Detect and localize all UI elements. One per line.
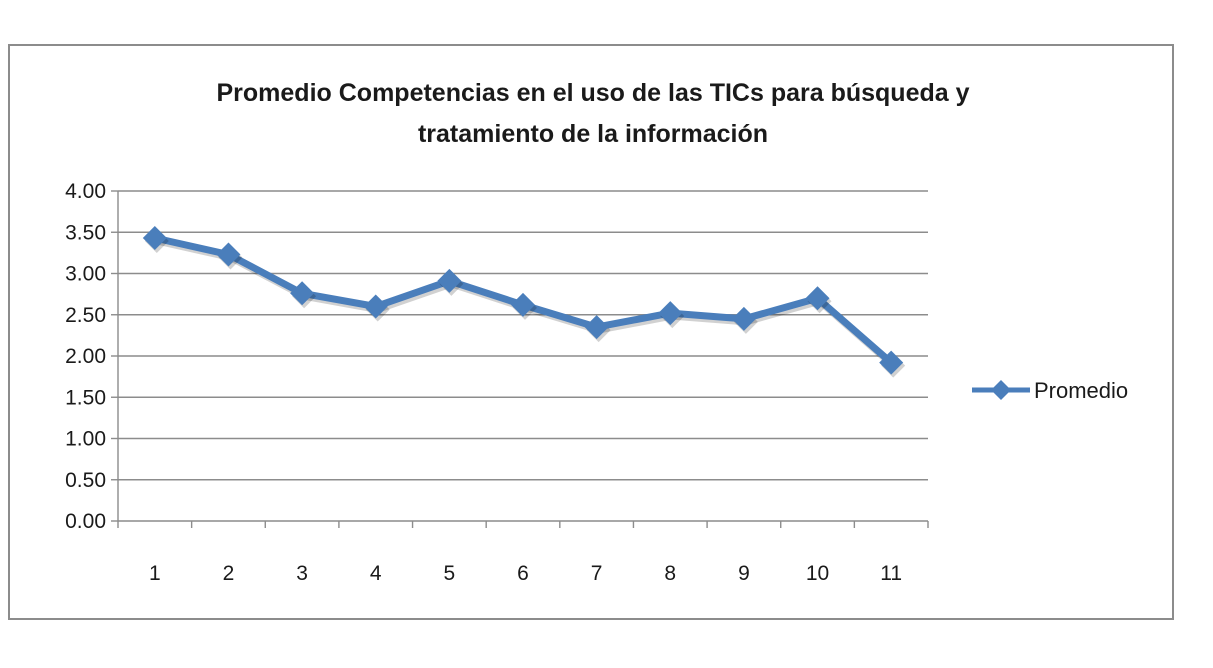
data-point	[216, 242, 241, 267]
x-tick-label: 8	[664, 562, 676, 585]
data-point	[731, 306, 756, 331]
y-tick-label: 1.50	[65, 386, 106, 409]
data-point	[658, 301, 683, 326]
legend-diamond-marker	[991, 380, 1011, 400]
y-tick-label: 2.00	[65, 345, 106, 368]
series-promedio	[142, 226, 906, 378]
axes	[111, 190, 929, 528]
x-tick-label: 2	[223, 562, 235, 585]
data-point	[805, 286, 830, 311]
x-tick-label: 9	[738, 562, 750, 585]
y-tick-label: 3.00	[65, 263, 106, 286]
data-point	[511, 292, 535, 317]
chart-title-line-2: tratamiento de la información	[418, 120, 768, 148]
gridlines	[118, 190, 928, 481]
x-tick-label: 3	[296, 562, 308, 585]
x-tick-label: 11	[880, 562, 902, 585]
legend: Promedio	[972, 378, 1128, 403]
y-tick-label: 4.00	[65, 180, 106, 203]
y-tick-label: 1.00	[65, 428, 106, 451]
x-tick-label: 1	[149, 562, 161, 585]
x-tick-label: 6	[517, 562, 529, 585]
y-tick-label: 2.50	[65, 304, 106, 327]
y-tick-label: 3.50	[65, 221, 106, 244]
legend-label-promedio: Promedio	[1034, 378, 1128, 403]
data-point	[437, 268, 462, 293]
data-point	[363, 294, 388, 319]
data-point	[879, 350, 904, 375]
x-tick-label: 4	[370, 562, 382, 585]
data-point	[290, 281, 315, 306]
data-point	[584, 315, 609, 340]
y-tick-label: 0.50	[65, 469, 106, 492]
x-axis-tick-labels: 1 2 3 4 5 6 7 8 9 10 11	[149, 562, 902, 585]
x-tick-label: 5	[444, 562, 456, 585]
x-tick-label: 10	[806, 562, 829, 585]
data-point	[142, 226, 167, 251]
chart-title: Promedio Competencias en el uso de las T…	[217, 79, 970, 148]
y-tick-label: 0.00	[65, 510, 106, 533]
x-tick-label: 7	[591, 562, 603, 585]
y-axis-tick-labels: 4.00 3.50 3.00 2.50 2.00 1.50 1.00 0.50 0.00	[65, 180, 106, 533]
chart-title-line-1: Promedio Competencias en el uso de las T…	[217, 79, 970, 107]
